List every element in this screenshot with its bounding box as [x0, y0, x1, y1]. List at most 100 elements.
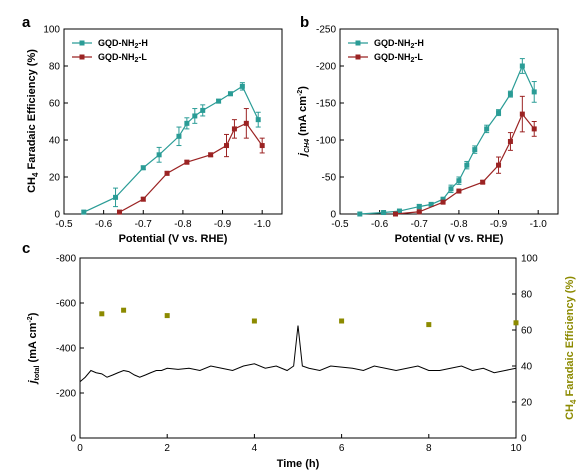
b-series-0-point — [396, 208, 402, 214]
a-series-0-point — [255, 117, 261, 123]
c-y-tick-label: 0 — [70, 434, 76, 445]
b-series-1-point — [496, 162, 502, 168]
b-y-tick-label: -150 — [316, 99, 336, 110]
c-current-trace — [79, 325, 517, 383]
panel-c-x-axis-title: Time (h) — [277, 458, 320, 470]
a-legend-label-sub-1: 2 — [135, 57, 139, 64]
b-series-0-point — [416, 204, 422, 210]
a-x-tick-label: -0.9 — [214, 219, 232, 230]
panel-c-right-axis-title-ch: CH — [564, 404, 576, 420]
c-fe-point — [99, 311, 105, 317]
c-x-tick-label: 0 — [77, 443, 83, 454]
b-x-tick-label: -0.5 — [331, 219, 349, 230]
a-series-0-point — [176, 133, 182, 139]
panel-c-y-axis-title: jtotal (mA cm-2) — [27, 312, 41, 385]
b-legend-label-sub-0: 2 — [411, 43, 415, 50]
b-x-tick-label: -1.0 — [530, 219, 548, 230]
b-x-tick-label: -0.8 — [450, 219, 468, 230]
panel-b: -0.5 -0.6 -0.7 -0.8 -0.9 -1.0 0 -50 -100 -150 -200… — [297, 25, 559, 245]
c-x-tick-label: 4 — [252, 443, 258, 454]
c-y-tick-label: -600 — [56, 299, 76, 310]
b-x-tick-label: -0.7 — [411, 219, 429, 230]
a-y-tick-label: 100 — [43, 25, 60, 36]
b-series-1-point — [507, 138, 513, 144]
panel-c-y-axis-title-rest: (mA cm — [27, 322, 39, 365]
panel-b-y-axis-title: jCH4 (mA cm-2) — [297, 86, 311, 158]
b-x-tick-label: -0.6 — [371, 219, 389, 230]
panel-b-frame — [339, 28, 559, 215]
a-series-0-point — [156, 152, 162, 158]
panel-a-x-axis-title: Potential (V vs. RHE) — [119, 233, 228, 245]
a-legend-label-rest-1: -L — [138, 52, 147, 62]
b-y-tick-label: -100 — [316, 136, 336, 147]
c-y-tick-label: -800 — [56, 254, 76, 265]
c-right-y-tick-label: 80 — [521, 290, 533, 301]
a-series-1-point — [208, 152, 214, 158]
panel-c-y-axis-title-close: ) — [27, 312, 39, 316]
b-series-0-point — [507, 91, 513, 97]
panel-b-y-axis-title-j: j — [297, 152, 309, 158]
panel-b-y-axis-title-sup: -2 — [297, 90, 304, 96]
a-y-tick-label: 20 — [49, 173, 61, 184]
c-fe-point — [426, 322, 432, 328]
b-series-0-point — [448, 186, 454, 192]
a-series-0-point — [184, 120, 190, 126]
a-series-1-point — [231, 126, 237, 132]
b-y-tick-label: 0 — [330, 210, 336, 221]
c-right-y-tick-label: 60 — [521, 326, 533, 337]
panel-c-right-axis-title: CH4 Faradaic Efficiency (%) — [564, 276, 578, 420]
c-right-y-tick-label: 40 — [521, 362, 533, 373]
b-legend-label-rest-1: -L — [414, 52, 423, 62]
a-series-1-point — [184, 159, 190, 165]
b-series-0-point — [381, 210, 387, 216]
a-series-1-point — [140, 196, 146, 202]
panel-a-letter: a — [22, 14, 31, 31]
b-legend-marker-0 — [355, 40, 361, 46]
a-series-0-point — [81, 209, 87, 215]
b-legend-label-sub-1: 2 — [411, 57, 415, 64]
a-y-tick-label: 0 — [54, 210, 60, 221]
b-series-1-point — [416, 209, 422, 215]
a-series-0-point — [200, 107, 206, 113]
a-series-1-point — [164, 170, 170, 176]
panel-a-frame — [63, 28, 283, 215]
b-series-0-point — [428, 201, 434, 207]
a-legend-label-rest-0: -H — [138, 38, 148, 48]
b-series-0-point — [357, 211, 363, 217]
b-series-0-point — [531, 89, 537, 95]
panel-b-y-axis-title-rest: (mA cm — [297, 96, 309, 139]
a-legend-label-sub-0: 2 — [135, 43, 139, 50]
c-y-tick-label: -400 — [56, 344, 76, 355]
c-fe-point — [121, 307, 127, 313]
b-series-1-point — [519, 111, 525, 117]
panel-c-letter: c — [22, 240, 30, 257]
a-series-0-point — [113, 194, 119, 200]
b-series-0-point — [519, 63, 525, 69]
panel-a-y-axis-title-rest: Faradaic Efficiency (%) — [26, 49, 38, 173]
a-x-tick-label: -1.0 — [254, 219, 272, 230]
c-y-tick-label: -200 — [56, 389, 76, 400]
b-legend-label-0: GQD-NH2-H — [374, 38, 424, 50]
b-series-0-point — [472, 147, 478, 153]
panel-c-right-axis-title-rest: Faradaic Efficiency (%) — [564, 276, 576, 400]
b-series-1-point — [456, 188, 462, 194]
panel-b-y-axis-title-sub: CH4 — [304, 139, 311, 153]
a-y-tick-label: 60 — [49, 99, 61, 110]
a-x-tick-label: -0.8 — [174, 219, 192, 230]
panel-a-y-axis-title-ch: CH — [26, 177, 38, 193]
c-fe-point — [513, 320, 519, 326]
a-series-1-point — [243, 120, 249, 126]
a-series-0-point — [227, 91, 233, 97]
a-series-1-point — [224, 143, 230, 149]
b-y-tick-label: -50 — [322, 173, 337, 184]
a-legend-label-1: GQD-NH2-L — [98, 52, 147, 64]
b-series-1-point — [440, 199, 446, 205]
b-series-1-point — [531, 126, 537, 132]
b-series-1-point — [480, 179, 486, 185]
b-series-0-point — [484, 126, 490, 132]
panel-b-letter: b — [300, 14, 309, 31]
panel-c-frame — [79, 257, 517, 439]
panel-a-y-axis-title: CH4 Faradaic Efficiency (%) — [26, 49, 40, 193]
c-right-y-tick-label: 100 — [521, 254, 538, 265]
